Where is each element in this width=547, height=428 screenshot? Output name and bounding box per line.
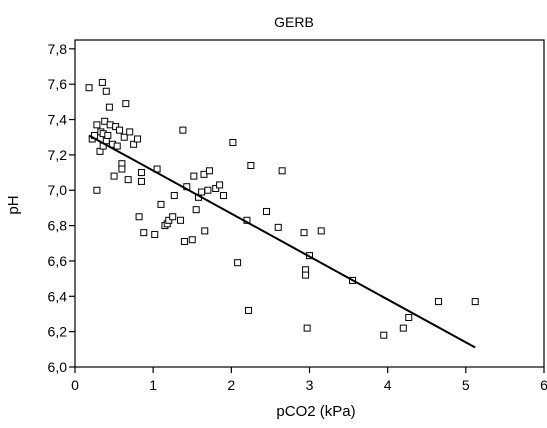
y-tick-label: 7,8	[48, 41, 68, 57]
x-tick-label: 4	[384, 377, 392, 393]
data-point-marker	[110, 172, 118, 180]
chart-title: GERB	[274, 14, 314, 30]
data-point-marker	[303, 324, 311, 332]
regression-line	[88, 134, 476, 349]
data-point-marker	[274, 223, 282, 231]
data-point-marker	[85, 84, 93, 92]
data-point-marker	[190, 172, 198, 180]
data-point-marker	[405, 314, 413, 322]
data-point-marker	[198, 188, 206, 196]
x-tick-label: 2	[227, 377, 235, 393]
data-point-marker	[101, 117, 109, 125]
data-point-marker	[212, 184, 220, 192]
data-point-marker	[245, 306, 253, 314]
data-point-marker	[247, 161, 255, 169]
plot-frame	[74, 39, 545, 368]
data-point-marker	[380, 331, 388, 339]
x-axis: 0 1 2 3 4 5 6	[71, 367, 547, 393]
data-point-marker	[205, 167, 213, 175]
data-point-marker	[116, 126, 124, 134]
y-tick-label: 6,8	[48, 218, 68, 234]
data-point-marker	[234, 259, 242, 267]
data-point-marker	[278, 167, 286, 175]
x-tick-label: 1	[149, 377, 157, 393]
x-tick-label: 3	[306, 377, 314, 393]
data-point-marker	[93, 121, 101, 129]
data-point-marker	[113, 142, 121, 150]
y-axis-title: pH	[5, 195, 22, 214]
y-tick-label: 7,0	[48, 182, 68, 198]
data-point-marker	[220, 192, 228, 200]
data-point-marker	[180, 238, 188, 246]
data-point-marker	[216, 181, 224, 189]
data-point-marker	[434, 298, 442, 306]
y-axis: 6,0 6,2 6,4 6,6 6,8 7,0 7,2 7,4 7,6 7,8	[48, 41, 75, 375]
data-points	[85, 78, 479, 339]
x-tick-label: 5	[462, 377, 470, 393]
data-point-marker	[124, 176, 132, 184]
data-point-marker	[170, 192, 178, 200]
data-point-marker	[399, 324, 407, 332]
data-point-marker	[102, 87, 110, 95]
y-tick-label: 6,0	[48, 359, 68, 375]
data-point-marker	[263, 207, 271, 215]
y-tick-label: 7,2	[48, 147, 68, 163]
x-axis-title: pCO2 (kPa)	[276, 403, 355, 420]
data-point-marker	[192, 206, 200, 214]
data-point-marker	[188, 236, 196, 244]
data-point-marker	[98, 78, 106, 86]
x-tick-label: 6	[540, 377, 547, 393]
x-tick-label: 0	[71, 377, 79, 393]
data-point-marker	[105, 103, 113, 111]
data-point-marker	[471, 298, 479, 306]
data-point-marker	[302, 271, 310, 279]
data-point-marker	[317, 227, 325, 235]
data-point-marker	[229, 139, 237, 147]
data-point-marker	[137, 169, 145, 177]
data-point-marker	[179, 126, 187, 134]
regression-line-group	[88, 134, 476, 349]
data-point-marker	[126, 128, 134, 136]
data-point-marker	[177, 216, 185, 224]
data-point-marker	[169, 213, 177, 221]
data-point-marker	[130, 140, 138, 148]
data-point-marker	[140, 229, 148, 237]
data-point-marker	[118, 165, 126, 173]
data-point-marker	[112, 123, 120, 131]
y-tick-label: 6,4	[48, 288, 68, 304]
y-tick-label: 6,6	[48, 253, 68, 269]
data-point-marker	[300, 229, 308, 237]
data-point-marker	[120, 133, 128, 141]
data-point-marker	[104, 131, 112, 139]
data-point-marker	[200, 170, 208, 178]
data-point-marker	[93, 186, 101, 194]
y-tick-label: 6,2	[48, 324, 68, 340]
y-tick-label: 7,6	[48, 76, 68, 92]
data-point-marker	[201, 227, 209, 235]
data-point-marker	[165, 216, 173, 224]
data-point-marker	[137, 177, 145, 185]
data-point-marker	[122, 100, 130, 108]
data-point-marker	[151, 230, 159, 238]
data-point-marker	[204, 186, 212, 194]
data-point-marker	[135, 213, 143, 221]
y-tick-label: 7,4	[48, 112, 68, 128]
data-point-marker	[134, 135, 142, 143]
data-point-marker	[157, 200, 165, 208]
